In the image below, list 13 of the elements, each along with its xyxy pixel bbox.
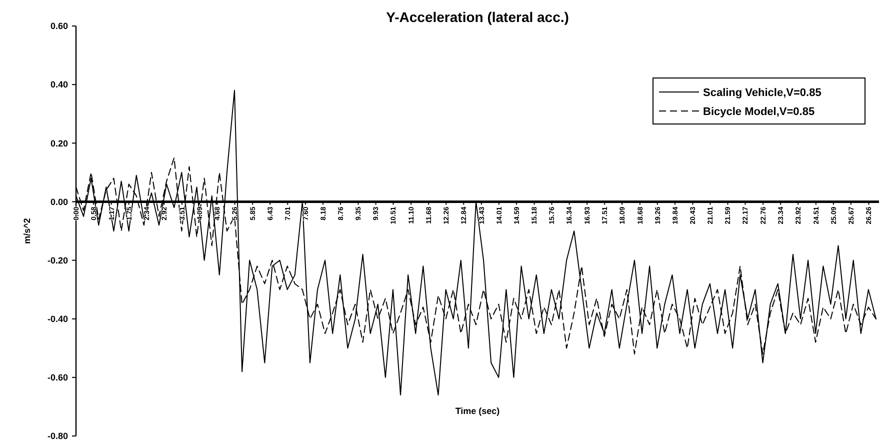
y-tick-label: 0.40 [50, 80, 68, 90]
y-tick-label: 0.20 [50, 138, 68, 148]
y-tick-label: -0.60 [47, 372, 68, 383]
y-tick-label: -0.20 [47, 255, 68, 266]
legend-label: Scaling Vehicle,V=0.85 [703, 86, 822, 99]
y-tick-label: 0.60 [50, 21, 68, 32]
y-tick-label: -0.40 [47, 314, 68, 324]
y-axis-title: m/s^2 [22, 218, 32, 244]
x-axis-title: Time (sec) [455, 406, 500, 416]
y-tick-label: -0.80 [47, 431, 68, 442]
chart-title: Y-Acceleration (lateral acc.) [386, 9, 569, 25]
legend-label: Bicycle Model,V=0.85 [703, 106, 815, 118]
y-tick-label: 0.00 [50, 196, 68, 207]
